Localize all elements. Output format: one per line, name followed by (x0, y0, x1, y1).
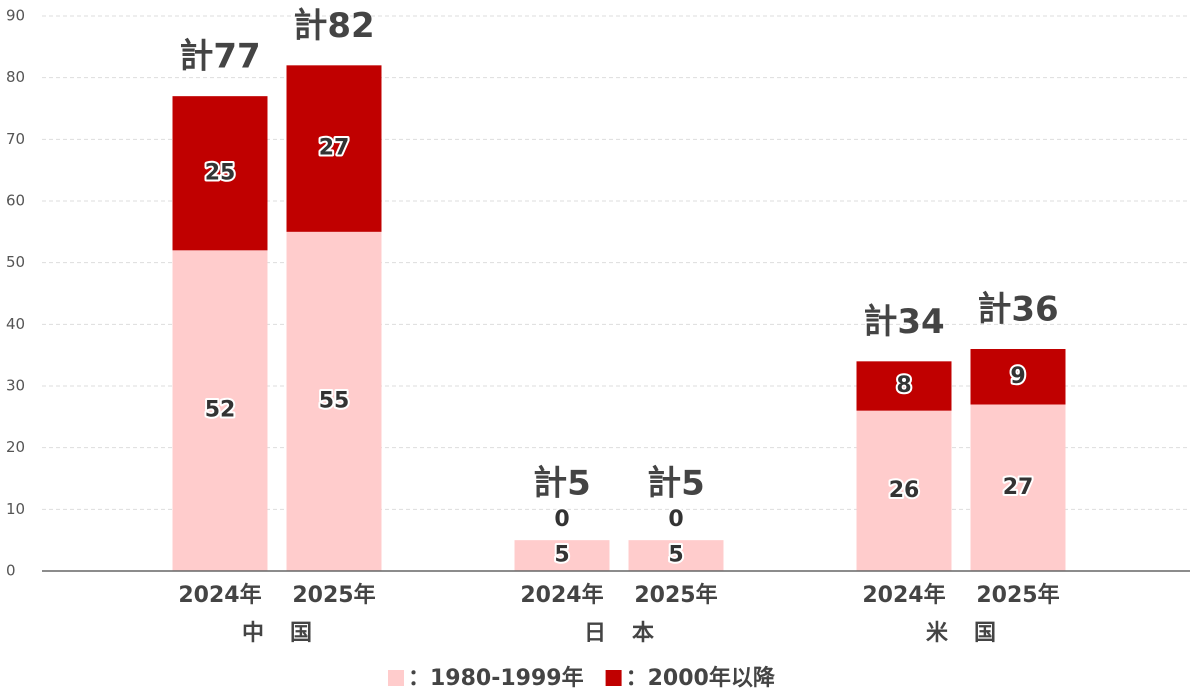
bar-segment (856, 410, 952, 571)
total-label: 計5 (533, 464, 591, 504)
total-label: 計77 (179, 37, 260, 77)
total-label: 計34 (863, 302, 944, 342)
segment-label: 25 (205, 160, 236, 185)
bar-segment (628, 540, 724, 571)
segment-label: 52 (205, 398, 236, 423)
segment-label: 5 (554, 543, 569, 568)
y-tick-label: 20 (6, 438, 25, 456)
x-tick-label: 2025年 (292, 582, 375, 608)
segment-label: 0 (554, 507, 569, 532)
total-label: 計82 (293, 6, 374, 46)
y-tick-label: 50 (6, 253, 25, 271)
total-label: 計36 (977, 290, 1058, 330)
group-label: 本 (632, 621, 654, 646)
segment-label: 8 (896, 373, 911, 398)
bar-segment (970, 349, 1066, 405)
group-label: 国 (974, 621, 996, 646)
x-tick-label: 2025年 (976, 582, 1059, 608)
y-tick-label: 80 (6, 68, 25, 86)
legend-label: ：2000年以降 (626, 665, 776, 691)
x-tick-label: 2025年 (634, 582, 717, 608)
legend-label: ：1980-1999年 (408, 665, 584, 691)
bar-segment (514, 540, 610, 571)
segment-label: 55 (319, 388, 350, 413)
total-label: 計5 (647, 464, 705, 504)
segment-label: 27 (1003, 475, 1034, 500)
y-tick-label: 0 (6, 562, 16, 580)
y-tick-label: 90 (6, 7, 25, 25)
y-tick-label: 30 (6, 377, 25, 395)
legend-swatch (605, 670, 622, 686)
bar-segment (856, 361, 952, 411)
y-tick-label: 70 (6, 130, 25, 148)
bar-segment (286, 231, 382, 572)
group-label: 日 (584, 621, 606, 646)
y-tick-label: 60 (6, 192, 25, 210)
group-label: 米 (926, 621, 949, 646)
x-tick-label: 2024年 (862, 582, 945, 608)
bar-segment (970, 404, 1066, 571)
segment-label: 5 (668, 543, 683, 568)
x-tick-label: 2024年 (178, 582, 261, 608)
bar-segment (286, 65, 382, 232)
y-tick-label: 10 (6, 500, 25, 518)
bar-segment (172, 96, 268, 251)
y-tick-label: 40 (6, 315, 25, 333)
segment-label: 9 (1010, 364, 1025, 389)
legend-swatch (388, 670, 404, 686)
segment-label: 0 (668, 507, 683, 532)
group-label: 中 (242, 621, 264, 646)
group-label: 国 (290, 621, 312, 646)
segment-label: 26 (889, 478, 920, 503)
x-tick-label: 2024年 (520, 582, 603, 608)
segment-label: 27 (319, 136, 350, 161)
bar-segment (172, 250, 268, 572)
